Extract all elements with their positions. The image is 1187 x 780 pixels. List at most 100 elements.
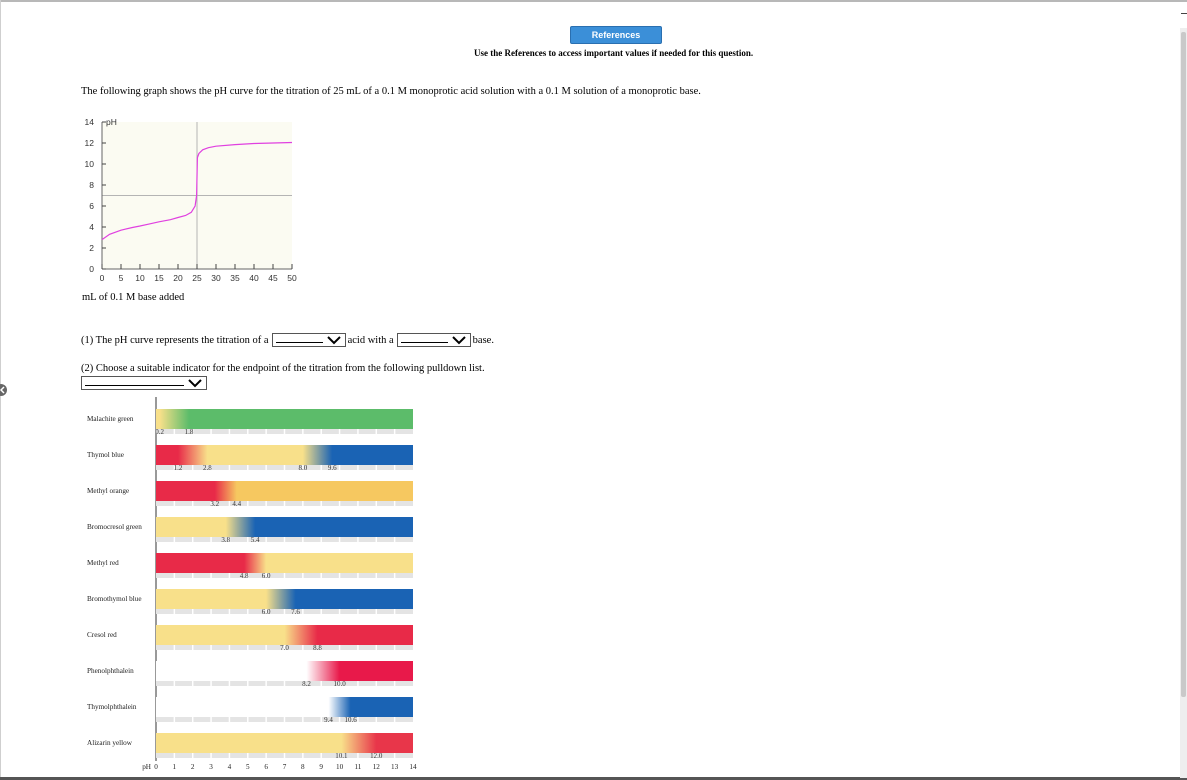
question-part1: (1) The pH curve represents the titratio… <box>81 333 494 347</box>
indicator-ph-tick: 14 <box>409 763 417 771</box>
transition-ph-label: 6.0 <box>262 608 271 616</box>
ph-curve-line <box>101 141 293 241</box>
indicator-color-bar <box>156 625 413 645</box>
transition-ph-label: 0.2 <box>155 428 164 436</box>
indicator-row: Bromothymol blue 6.0 7.6 <box>87 589 413 616</box>
references-note: Use the References to access important v… <box>474 48 754 58</box>
y-tick-label: 10 <box>85 159 95 169</box>
x-tick-label: 40 <box>249 273 259 283</box>
indicator-color-bar <box>156 733 413 753</box>
transition-ph-label: 7.0 <box>280 644 289 652</box>
transition-ph-label: 3.8 <box>221 536 230 544</box>
references-button[interactable]: References <box>570 26 662 44</box>
indicator-axis-label: pH <box>142 763 151 771</box>
part1-suffix: base. <box>472 334 494 346</box>
indicator-ph-tick: 7 <box>283 763 287 771</box>
chevron-down-icon <box>188 379 202 388</box>
indicator-ph-tick: 5 <box>246 763 250 771</box>
collapse-arrow-icon[interactable] <box>0 383 10 397</box>
indicator-ph-tick: 2 <box>191 763 195 771</box>
question-intro: The following graph shows the pH curve f… <box>81 86 701 97</box>
indicator-name: Malachite green <box>87 415 134 423</box>
indicator-ph-tick: 10 <box>336 763 344 771</box>
indicator-row: Phenolphthalein 8.2 10.0 <box>87 661 413 688</box>
indicator-name: Phenolphthalein <box>87 667 134 675</box>
x-tick-label: 25 <box>192 273 202 283</box>
x-tick-label: 5 <box>119 273 124 283</box>
y-tick-label: 6 <box>89 201 94 211</box>
transition-ph-label: 5.4 <box>251 536 260 544</box>
window-bottom-border <box>0 777 1187 780</box>
indicator-ph-tick: 3 <box>209 763 213 771</box>
y-tick-label: 2 <box>89 243 94 253</box>
indicator-row: Thymolphthalein 9.4 10.6 <box>87 697 413 724</box>
indicator-row: Alizarin yellow 10.1 12.0 <box>87 733 413 760</box>
x-tick-label: 35 <box>230 273 240 283</box>
indicator-color-bar <box>156 517 413 537</box>
acid-strength-select[interactable] <box>271 333 346 347</box>
ph-curve-chart: 0 2 4 6 8 10 12 14 pH 0 5 10 15 20 25 30 35 40 45 50 <box>85 117 297 283</box>
indicator-row: Methyl orange 3.2 4.4 <box>87 481 413 508</box>
transition-ph-label: 9.6 <box>328 464 337 472</box>
indicator-color-bar <box>156 589 413 609</box>
chart-x-axis-label: mL of 0.1 M base added <box>82 292 185 303</box>
indicator-select[interactable] <box>81 376 207 390</box>
y-axis-label: pH <box>106 117 117 127</box>
y-tick-label: 8 <box>89 180 94 190</box>
indicator-ph-tick: 13 <box>391 763 399 771</box>
indicator-row: Cresol red 7.0 8.8 <box>87 625 413 652</box>
y-tick-label: 12 <box>85 138 95 148</box>
transition-ph-label: 2.8 <box>203 464 212 472</box>
transition-ph-label: 10.0 <box>333 680 346 688</box>
window-top-border <box>0 0 1187 2</box>
transition-ph-label: 9.4 <box>324 716 333 724</box>
indicator-range-chart: Malachite green 0.2 1.8 Thymol blue 1.2 2.8 8.… <box>87 397 417 771</box>
indicator-ph-tick: 1 <box>173 763 177 771</box>
indicator-row: Malachite green 0.2 1.8 <box>87 409 413 436</box>
indicator-ph-tick: 9 <box>319 763 323 771</box>
scrollbar-thumb[interactable] <box>1181 32 1186 697</box>
indicator-ph-tick: 8 <box>301 763 305 771</box>
indicator-ph-tick: 4 <box>228 763 232 771</box>
transition-ph-label: 4.8 <box>240 572 249 580</box>
transition-ph-label: 4.4 <box>232 500 241 508</box>
indicator-row: Bromocresol green 3.8 5.4 <box>87 517 413 544</box>
transition-ph-label: 1.2 <box>174 464 183 472</box>
indicator-name: Bromothymol blue <box>87 595 142 603</box>
transition-ph-label: 7.6 <box>291 608 300 616</box>
scrollbar-top-mark <box>1181 13 1187 14</box>
transition-ph-label: 8.0 <box>298 464 307 472</box>
part1-prefix: (1) The pH curve represents the titratio… <box>81 334 269 346</box>
transition-ph-label: 10.1 <box>335 752 348 760</box>
indicator-ph-tick: 12 <box>373 763 381 771</box>
indicator-color-bar <box>156 697 413 717</box>
transition-ph-label: 8.2 <box>302 680 311 688</box>
indicator-row: Methyl red 4.8 6.0 <box>87 553 413 580</box>
indicator-row: Thymol blue 1.2 2.8 8.0 9.6 <box>87 445 413 472</box>
y-tick-label: 4 <box>89 222 94 232</box>
indicator-color-bar <box>156 481 413 501</box>
indicator-name: Methyl red <box>87 559 119 567</box>
transition-ph-label: 10.6 <box>344 716 357 724</box>
transition-ph-label: 6.0 <box>262 572 271 580</box>
indicator-name: Alizarin yellow <box>87 739 133 747</box>
indicator-ph-tick: 0 <box>154 763 158 771</box>
x-tick-label: 20 <box>173 273 183 283</box>
chevron-down-icon <box>451 336 466 345</box>
indicator-color-bar <box>156 409 413 429</box>
indicator-name: Bromocresol green <box>87 523 142 531</box>
base-strength-select[interactable] <box>396 333 471 347</box>
x-tick-label: 15 <box>154 273 164 283</box>
y-tick-label: 14 <box>85 117 95 127</box>
transition-ph-label: 8.8 <box>313 644 322 652</box>
chevron-down-icon <box>326 336 341 345</box>
indicator-color-bar <box>156 553 413 573</box>
indicator-name: Cresol red <box>87 631 117 639</box>
indicator-name: Methyl orange <box>87 487 129 495</box>
question-part2: (2) Choose a suitable indicator for the … <box>81 363 485 374</box>
indicator-color-bar <box>156 661 413 681</box>
indicator-ph-tick: 6 <box>264 763 268 771</box>
transition-ph-label: 1.8 <box>185 428 194 436</box>
transition-ph-label: 3.2 <box>210 500 219 508</box>
x-tick-label: 30 <box>211 273 221 283</box>
